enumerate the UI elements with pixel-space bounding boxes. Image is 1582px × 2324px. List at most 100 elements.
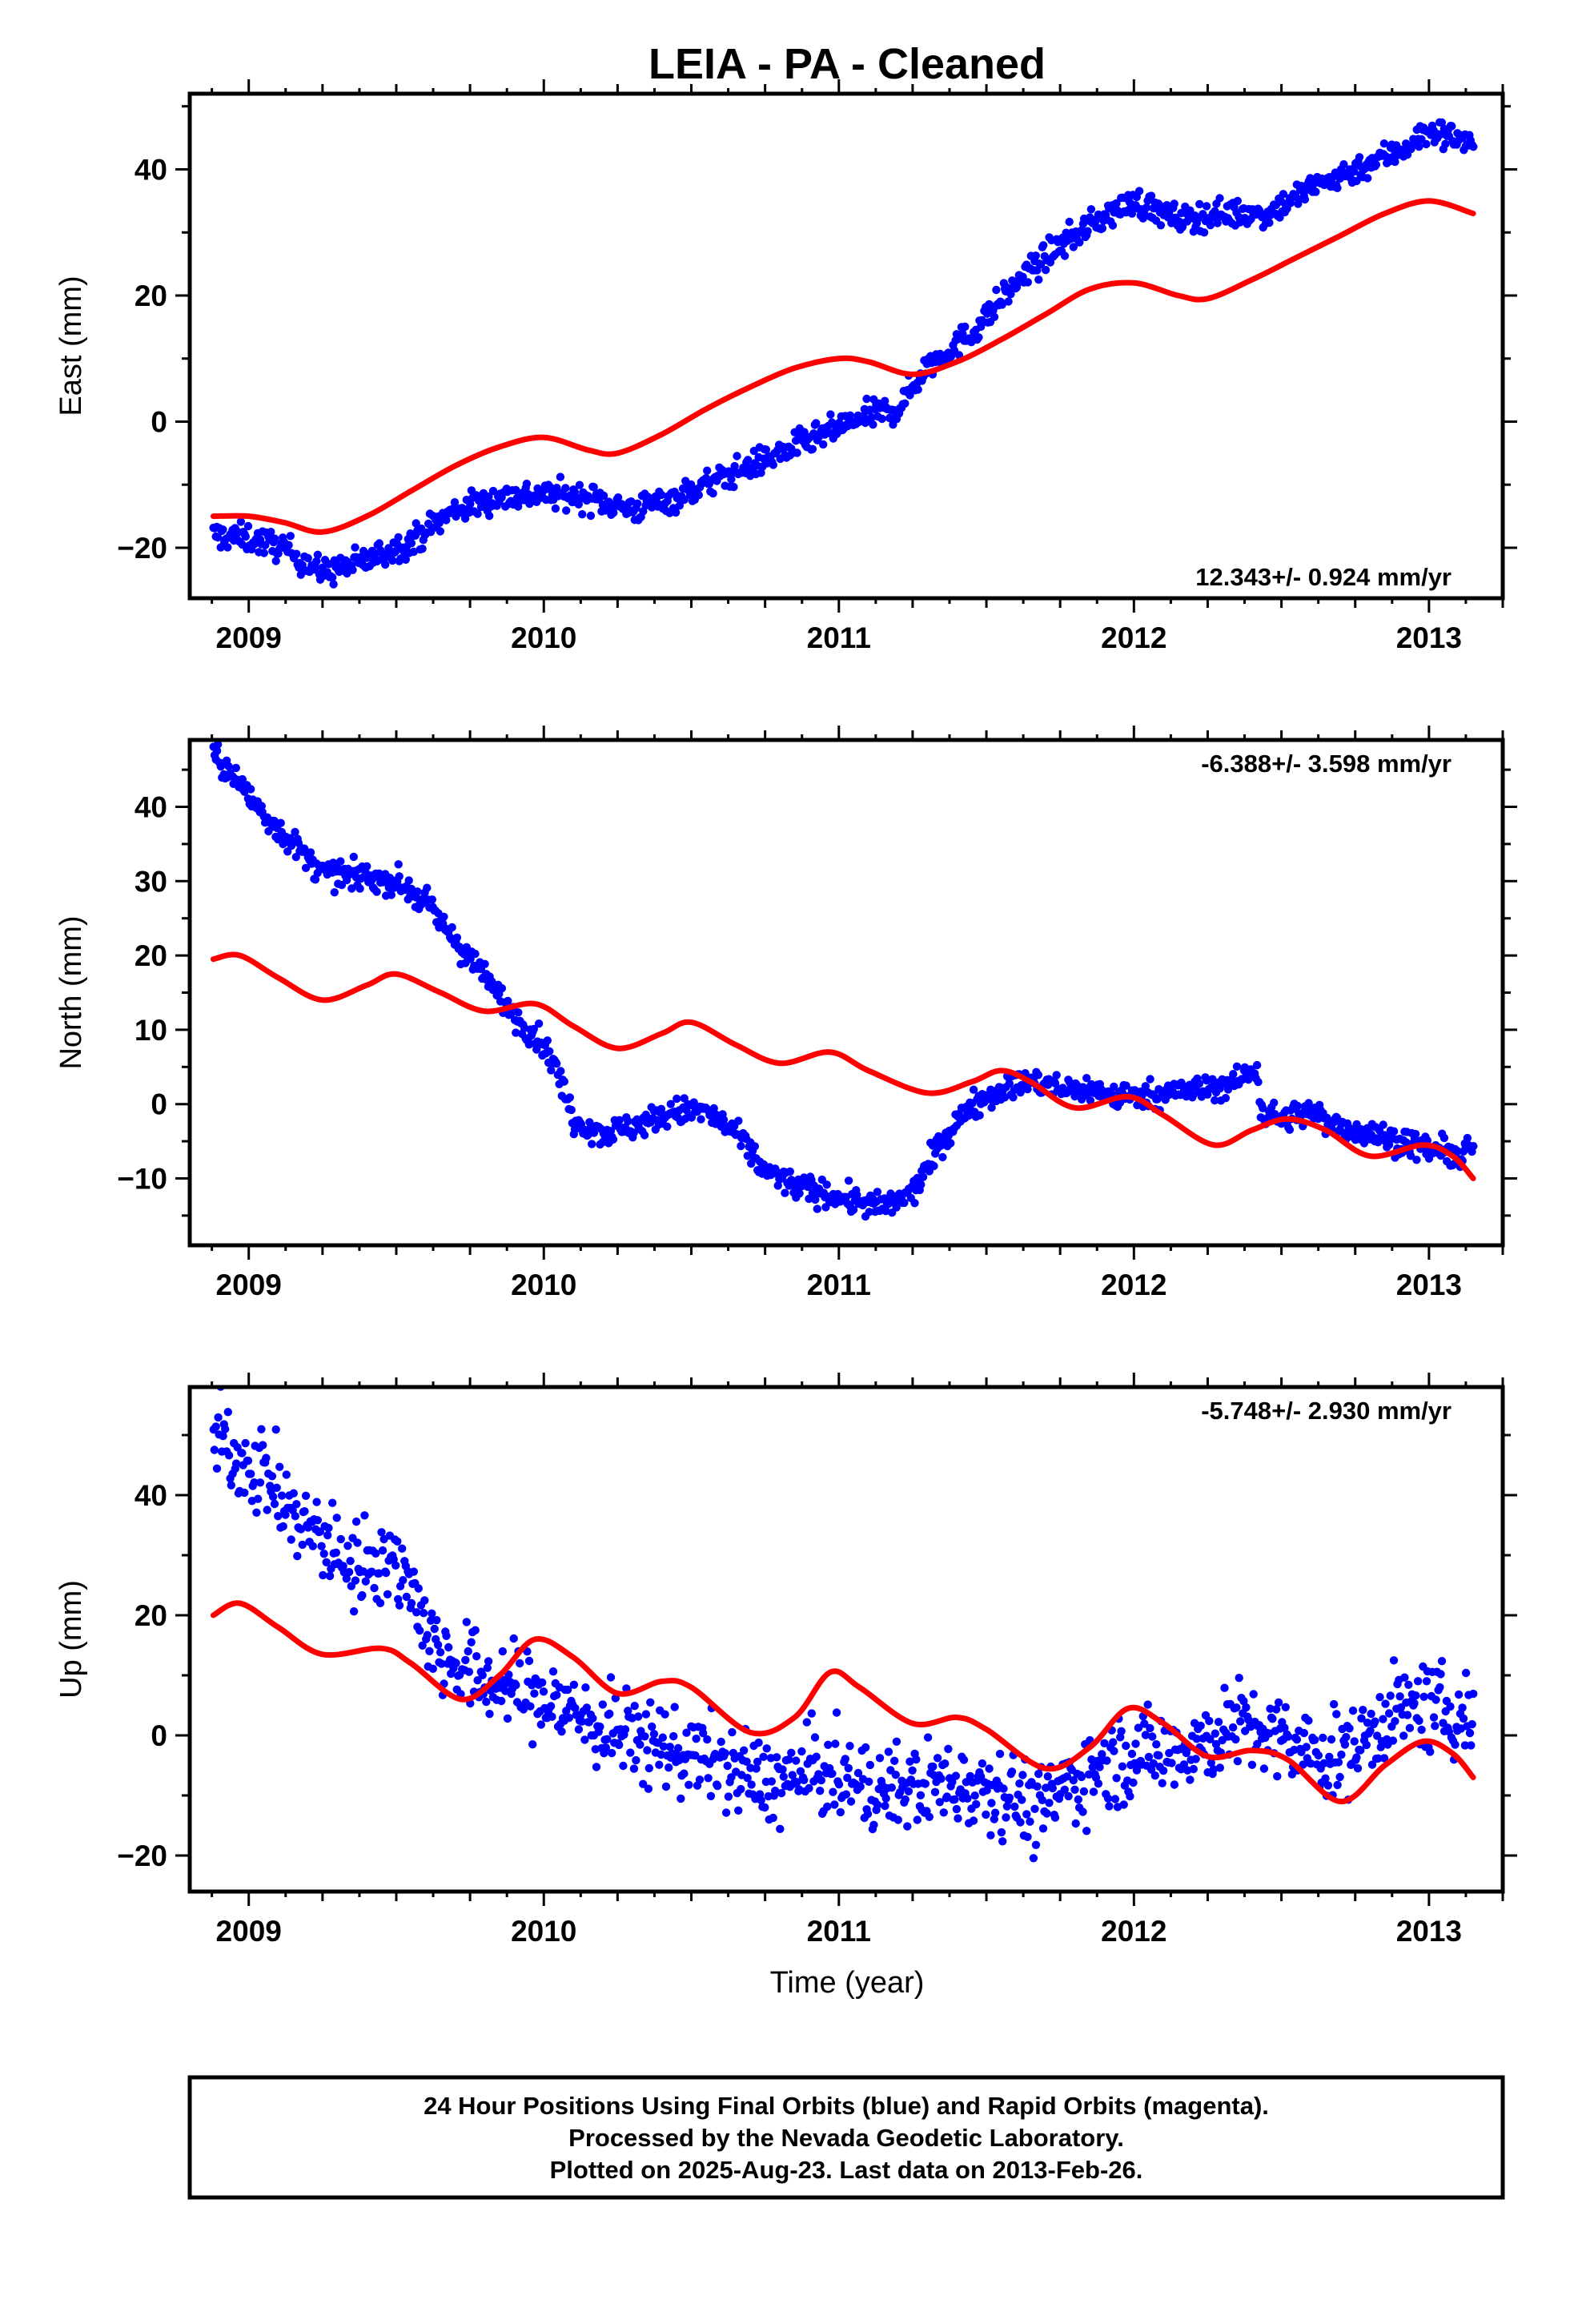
data-point [348, 565, 357, 574]
data-point [603, 1735, 612, 1743]
data-point [1205, 1716, 1214, 1726]
y-tick-label: 0 [151, 406, 167, 439]
data-point [330, 888, 339, 897]
data-point [436, 1648, 445, 1657]
data-point [831, 1739, 840, 1748]
data-point [1232, 1062, 1242, 1072]
data-point [214, 533, 223, 542]
data-points [209, 740, 1478, 1221]
data-point [626, 1748, 635, 1757]
x-tick-label: 2013 [1396, 1915, 1462, 1948]
data-point [761, 1803, 769, 1812]
data-point [1371, 160, 1381, 169]
data-point [241, 1438, 250, 1448]
data-point [262, 1454, 271, 1462]
data-point [212, 746, 222, 755]
data-point [484, 1657, 493, 1666]
data-point [969, 1085, 978, 1094]
data-point [423, 883, 432, 892]
data-point [1018, 1795, 1026, 1804]
data-point [656, 1104, 666, 1114]
data-point [315, 1527, 325, 1536]
data-point [841, 1755, 850, 1763]
data-point [1292, 1735, 1302, 1744]
data-point [759, 1752, 768, 1761]
data-point [224, 1451, 234, 1460]
data-point [1030, 1804, 1039, 1813]
data-point [608, 1748, 616, 1758]
data-point [336, 1534, 345, 1544]
data-point [985, 1764, 994, 1773]
data-point [1302, 1743, 1311, 1751]
data-point [407, 539, 416, 548]
data-point [313, 550, 323, 559]
data-point [577, 1717, 586, 1726]
data-point [485, 1710, 494, 1719]
data-point [1043, 1772, 1053, 1781]
data-point [272, 1483, 281, 1493]
rate-annotation: 12.343+/- 0.924 mm/yr [1195, 563, 1452, 591]
data-point [877, 414, 886, 424]
data-point [1158, 1779, 1166, 1787]
data-point [1337, 1750, 1346, 1759]
data-point [437, 1659, 446, 1668]
data-point [1321, 1774, 1330, 1783]
y-tick-label: 0 [151, 1719, 167, 1752]
data-point [1186, 1775, 1195, 1784]
data-point [308, 1542, 317, 1550]
data-point [1192, 1735, 1202, 1743]
data-point [862, 394, 871, 404]
data-point [575, 480, 584, 489]
data-point [1274, 1698, 1283, 1707]
data-point [1441, 139, 1450, 148]
data-point [630, 1702, 639, 1711]
data-point [845, 411, 855, 420]
x-tick-label: 2011 [807, 621, 871, 654]
x-tick-label: 2010 [511, 1269, 576, 1301]
data-point [1379, 1754, 1389, 1763]
data-point [740, 1746, 749, 1755]
data-point [382, 1568, 391, 1578]
data-point [247, 1470, 255, 1478]
data-point [1150, 1771, 1160, 1780]
plot-frame [187, 91, 1505, 601]
data-point [890, 1756, 899, 1765]
data-point [685, 1780, 693, 1789]
data-point [377, 1528, 386, 1537]
data-point [349, 1607, 359, 1616]
data-point [1233, 196, 1243, 206]
data-point [433, 1640, 443, 1650]
data-point [728, 1727, 737, 1737]
data-point [639, 1779, 648, 1788]
data-point [1215, 194, 1224, 203]
x-tick-label: 2013 [1396, 621, 1462, 654]
data-point [606, 1673, 616, 1682]
x-tick-label: 2010 [511, 1915, 576, 1948]
data-point [1045, 1799, 1054, 1807]
data-point [1023, 278, 1033, 287]
data-point [372, 887, 381, 896]
y-axis-label: North (mm) [54, 915, 88, 1069]
data-point [1004, 297, 1013, 306]
data-point [282, 1470, 291, 1479]
data-point [1325, 1752, 1334, 1761]
model-curve [211, 1600, 1476, 1804]
data-point [1165, 1748, 1174, 1758]
data-point [1439, 1133, 1449, 1143]
data-point [512, 1028, 520, 1037]
data-point [346, 1557, 355, 1566]
data-point [1300, 195, 1310, 204]
data-point [466, 500, 475, 509]
data-point [213, 740, 223, 749]
data-point [306, 848, 315, 857]
data-point [921, 1779, 930, 1788]
data-point [1454, 1690, 1464, 1699]
data-point [464, 1667, 474, 1676]
data-point [274, 1512, 283, 1521]
data-point [1314, 1751, 1323, 1760]
data-point [719, 1116, 729, 1124]
data-point [404, 876, 413, 885]
data-point [546, 1702, 556, 1711]
data-point [1039, 241, 1048, 250]
data-point [734, 1806, 743, 1815]
